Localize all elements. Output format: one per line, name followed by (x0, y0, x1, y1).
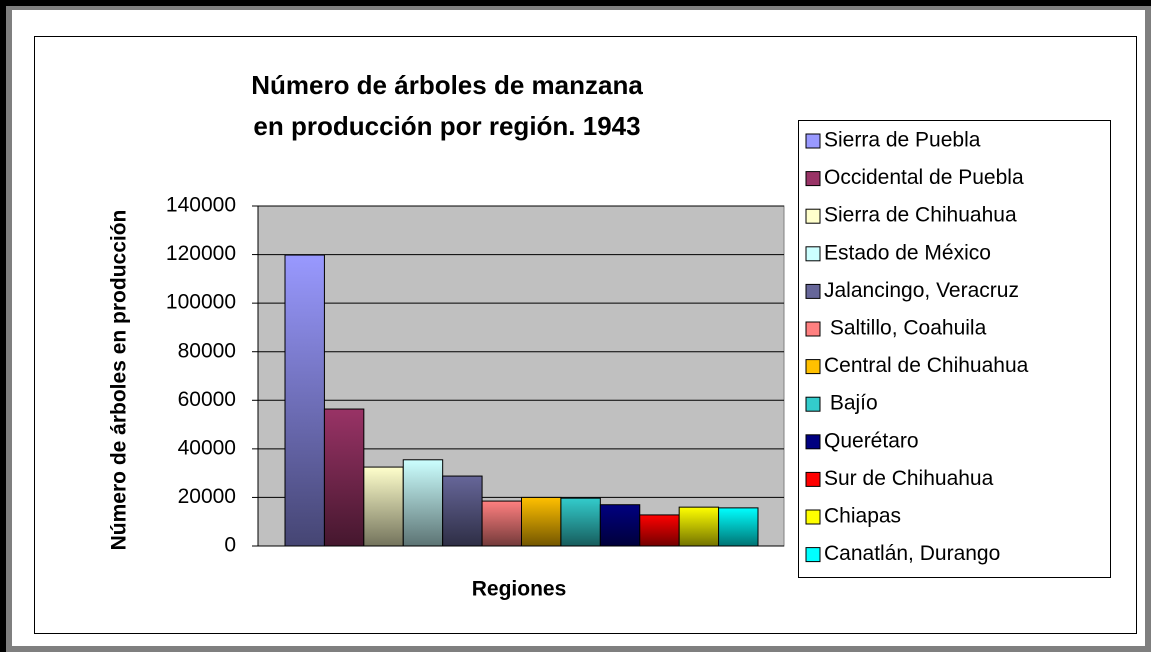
legend-swatch (805, 509, 821, 525)
bar (363, 466, 404, 547)
legend-label: Sur de Chihuahua (824, 467, 994, 490)
legend-label: Bajío (824, 392, 878, 415)
frame-edge (0, 0, 6, 652)
legend-swatch (805, 547, 821, 563)
y-tick-label: 60000 (178, 388, 236, 411)
bar (442, 475, 483, 547)
x-axis-label: Regiones (472, 578, 567, 601)
y-tick-label: 80000 (178, 339, 236, 362)
y-tick-label: 0 (224, 534, 236, 557)
bar (718, 507, 759, 547)
legend-label: Occidental de Puebla (824, 166, 1024, 189)
legend-label: Canatlán, Durango (824, 542, 1000, 565)
legend-label: Querétaro (824, 429, 919, 452)
bar (481, 500, 523, 547)
chart-area (34, 36, 1137, 634)
bar (599, 504, 641, 547)
legend-swatch (805, 171, 821, 187)
bar (323, 408, 365, 547)
legend-swatch (805, 133, 821, 149)
legend-swatch (805, 283, 821, 299)
legend (798, 120, 1111, 578)
y-tick-label: 100000 (166, 291, 236, 314)
legend-label: Saltillo, Coahuila (824, 317, 987, 340)
frame-edge (0, 0, 1151, 6)
legend-swatch (805, 396, 821, 412)
legend-swatch (805, 359, 821, 375)
legend-swatch (805, 321, 821, 337)
bar (402, 459, 444, 547)
legend-swatch (805, 471, 821, 487)
legend-swatch (805, 246, 821, 262)
legend-label: Chiapas (824, 505, 901, 528)
bar (678, 506, 720, 547)
bar (639, 514, 680, 547)
y-tick-label: 120000 (166, 242, 236, 265)
bar (521, 496, 562, 547)
legend-swatch (805, 434, 821, 450)
legend-label: Sierra de Puebla (824, 129, 981, 152)
y-tick-label: 40000 (178, 436, 236, 459)
y-axis-label: Número de árboles en producción (108, 210, 131, 551)
legend-label: Estado de México (824, 241, 991, 264)
y-tick-label: 140000 (166, 194, 236, 217)
bar (284, 254, 325, 547)
legend-label: Sierra de Chihuahua (824, 204, 1017, 227)
y-tick-label: 20000 (178, 485, 236, 508)
legend-label: Jalancingo, Veracruz (824, 279, 1019, 302)
legend-swatch (805, 208, 821, 224)
chart-title: Número de árboles de manzana en producció… (251, 70, 643, 141)
bar (560, 497, 601, 547)
legend-label: Central de Chihuahua (824, 354, 1029, 377)
